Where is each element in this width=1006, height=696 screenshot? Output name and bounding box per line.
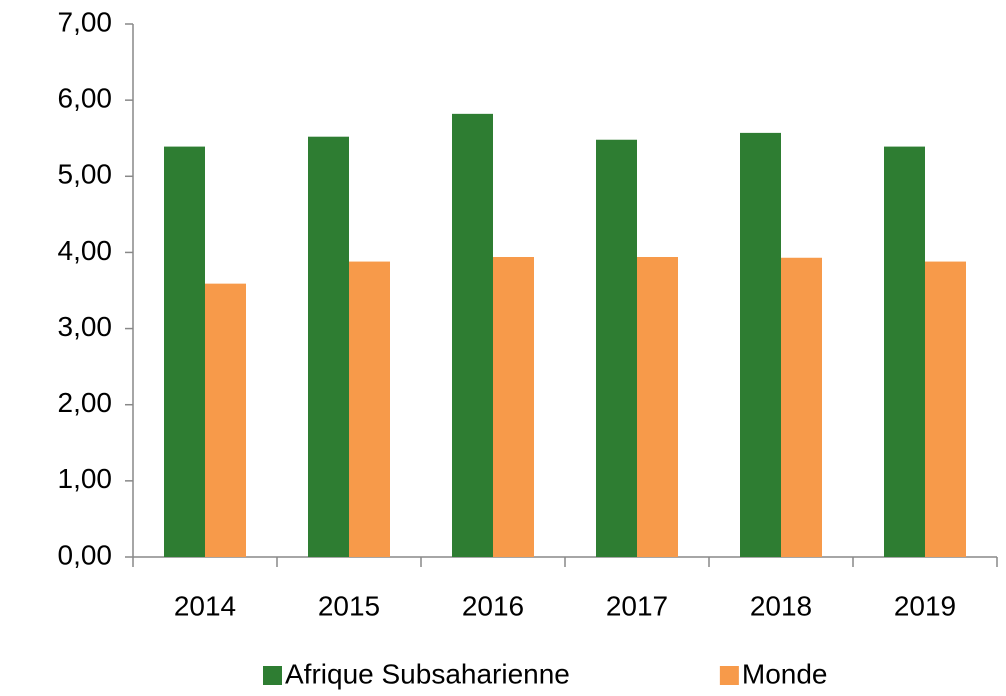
bar (637, 256, 678, 557)
bar (452, 113, 493, 557)
x-tick-label: 2014 (174, 590, 236, 621)
bar (884, 146, 925, 557)
x-tick-label: 2019 (894, 590, 956, 621)
bar (493, 256, 534, 557)
legend-label: Afrique Subsaharienne (285, 658, 570, 689)
y-tick-label: 6,00 (58, 83, 113, 114)
x-tick-label: 2016 (462, 590, 524, 621)
bar (925, 261, 966, 557)
bar (349, 261, 390, 557)
y-tick-label: 1,00 (58, 463, 113, 494)
legend-label: Monde (742, 658, 828, 689)
y-tick-label: 3,00 (58, 311, 113, 342)
x-tick-label: 2018 (750, 590, 812, 621)
y-tick-label: 2,00 (58, 387, 113, 418)
y-tick-label: 4,00 (58, 235, 113, 266)
bar (308, 136, 349, 558)
bar (781, 257, 822, 557)
y-tick-label: 5,00 (58, 159, 113, 190)
y-tick-label: 0,00 (58, 539, 113, 570)
y-tick-label: 7,00 (58, 6, 113, 37)
x-tick-label: 2017 (606, 590, 668, 621)
x-tick-label: 2015 (318, 590, 380, 621)
legend-swatch (263, 666, 282, 685)
bar (596, 139, 637, 558)
bar (740, 132, 781, 558)
legend-swatch (719, 666, 739, 685)
bar (164, 146, 205, 557)
bar (205, 283, 246, 557)
